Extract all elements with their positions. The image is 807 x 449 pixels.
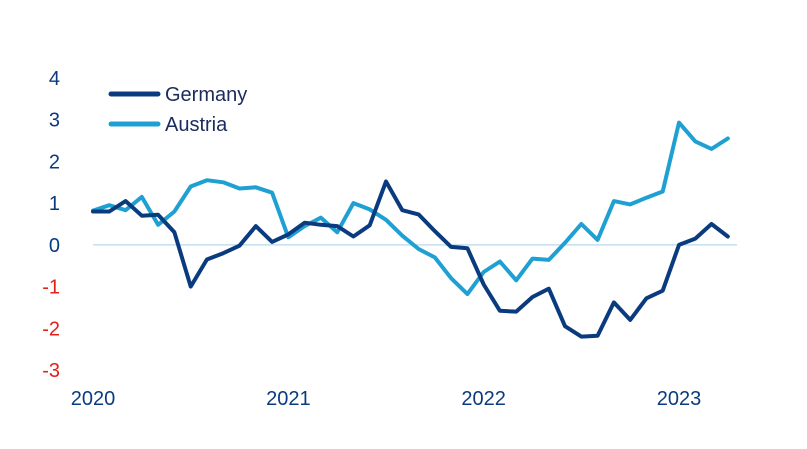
y-tick-label: 4	[49, 68, 60, 90]
x-axis: 2020 2021 2022 2023	[71, 388, 701, 410]
x-tick-label: 2023	[657, 388, 702, 410]
y-tick-label: 1	[49, 193, 60, 215]
y-tick-label: 0	[49, 235, 60, 257]
legend-label-germany: Germany	[165, 84, 247, 106]
x-tick-label: 2022	[461, 388, 506, 410]
legend: Germany Austria	[108, 84, 247, 136]
y-tick-label: -1	[42, 277, 60, 299]
x-tick-label: 2021	[266, 388, 311, 410]
legend-label-austria: Austria	[165, 114, 228, 136]
x-tick-label: 2020	[71, 388, 116, 410]
series-layer	[91, 120, 730, 339]
y-tick-label: 2	[49, 151, 60, 173]
series-line-germany	[91, 179, 730, 339]
y-axis: 4 3 2 1 0 -1 -2 -3	[42, 68, 60, 382]
y-tick-label: -2	[42, 318, 60, 340]
y-tick-label: -3	[42, 360, 60, 382]
y-tick-label: 3	[49, 110, 60, 132]
series-line-austria	[91, 120, 730, 297]
